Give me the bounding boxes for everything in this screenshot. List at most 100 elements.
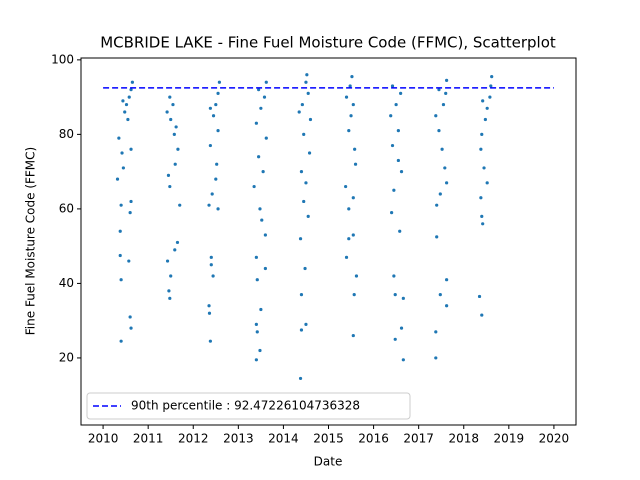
- y-tick-label: 100: [51, 52, 74, 66]
- data-point: [307, 151, 312, 155]
- data-point: [304, 80, 308, 84]
- data-point: [123, 110, 127, 114]
- data-point: [437, 129, 441, 133]
- legend-box: [86, 392, 411, 420]
- data-point: [389, 114, 393, 118]
- data-point: [126, 117, 130, 122]
- data-point: [401, 296, 405, 300]
- data-point: [257, 155, 261, 159]
- data-point: [434, 356, 438, 360]
- data-point: [347, 207, 351, 211]
- data-point: [483, 117, 487, 122]
- x-tick-label: 2012: [178, 432, 209, 446]
- data-point: [481, 99, 485, 103]
- data-point: [344, 95, 349, 99]
- data-point: [263, 266, 267, 271]
- data-point: [175, 240, 180, 245]
- data-point: [390, 211, 394, 215]
- data-point: [441, 102, 446, 107]
- data-point: [349, 114, 353, 118]
- data-point: [390, 84, 395, 88]
- data-point: [169, 274, 173, 278]
- data-point: [207, 304, 211, 308]
- data-point: [393, 292, 397, 297]
- data-point: [344, 184, 348, 189]
- data-point: [254, 322, 258, 327]
- data-point: [208, 339, 212, 343]
- data-point: [119, 278, 123, 282]
- data-point: [393, 337, 397, 341]
- data-point: [302, 199, 306, 204]
- data-point: [304, 322, 308, 327]
- data-point: [477, 294, 482, 299]
- data-point: [127, 95, 131, 99]
- data-point: [351, 196, 355, 200]
- data-point: [129, 326, 133, 330]
- data-point: [118, 253, 122, 258]
- data-point: [435, 203, 439, 207]
- data-point: [481, 222, 485, 226]
- data-point: [208, 143, 212, 148]
- data-point: [214, 177, 218, 181]
- data-point: [348, 84, 352, 88]
- data-point: [350, 75, 354, 79]
- data-point: [119, 339, 123, 343]
- data-point: [178, 203, 182, 207]
- x-tick-label: 2016: [358, 432, 389, 446]
- data-point: [297, 110, 301, 114]
- data-point: [130, 80, 134, 84]
- data-point: [390, 143, 395, 148]
- data-point: [166, 173, 171, 177]
- y-axis-label: Fine Fuel Moisture Code (FFMC): [24, 147, 38, 335]
- data-point: [480, 132, 484, 136]
- data-point: [392, 274, 396, 278]
- data-point: [255, 330, 259, 334]
- data-point: [168, 296, 172, 300]
- data-point: [262, 95, 267, 99]
- y-tick-label: 40: [59, 276, 74, 290]
- data-point: [211, 114, 216, 118]
- data-point: [396, 129, 400, 133]
- data-point: [437, 88, 441, 92]
- data-point: [176, 147, 180, 151]
- data-point: [260, 218, 264, 222]
- data-point: [482, 166, 486, 170]
- data-point: [127, 259, 131, 263]
- data-point: [394, 102, 398, 107]
- data-point: [347, 237, 351, 241]
- legend-label: 90th percentile : 92.47226104736328: [131, 399, 360, 413]
- data-point: [299, 170, 304, 174]
- data-point: [128, 315, 132, 319]
- data-point: [399, 91, 403, 95]
- data-point: [207, 311, 212, 315]
- data-point: [128, 211, 132, 215]
- x-tick-label: 2010: [88, 432, 119, 446]
- data-point: [479, 147, 483, 151]
- data-point: [209, 255, 213, 259]
- data-point: [399, 326, 404, 330]
- data-point: [490, 75, 494, 79]
- data-point: [445, 78, 449, 82]
- data-point: [443, 166, 447, 170]
- data-point: [216, 129, 220, 133]
- data-point: [352, 292, 356, 297]
- data-point: [173, 162, 177, 166]
- data-point: [351, 233, 355, 237]
- x-tick-label: 2014: [268, 432, 299, 446]
- data-point: [255, 278, 259, 282]
- data-point: [216, 207, 220, 211]
- data-point: [165, 259, 170, 263]
- data-point: [117, 136, 121, 140]
- data-point: [259, 106, 263, 110]
- data-point: [165, 110, 169, 114]
- data-point: [173, 248, 177, 252]
- data-point: [435, 235, 439, 239]
- data-point: [444, 91, 448, 95]
- data-point: [298, 237, 303, 241]
- data-point: [299, 292, 304, 297]
- data-point: [257, 88, 261, 92]
- chart-title: MCBRIDE LAKE - Fine Fuel Moisture Code (…: [100, 34, 556, 52]
- data-point: [168, 95, 172, 99]
- data-point: [445, 181, 449, 185]
